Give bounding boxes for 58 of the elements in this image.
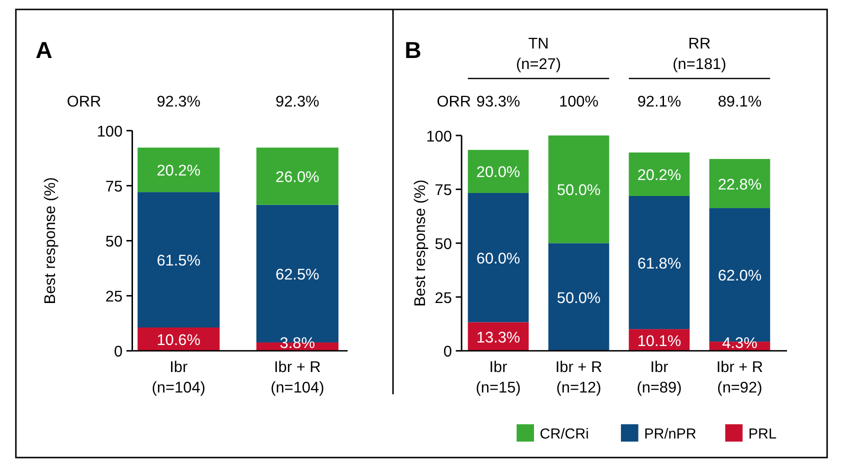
y-tick-label: 0 xyxy=(114,344,123,361)
total-label: 89.1% xyxy=(718,94,762,111)
bar xyxy=(709,158,770,208)
data-label: 20.2% xyxy=(637,167,682,184)
data-label: 60.0% xyxy=(476,250,520,268)
bar xyxy=(256,148,338,205)
chart-title: B xyxy=(404,37,422,64)
y-axis-title: Best response (%) xyxy=(42,177,59,304)
data-label: 13.3% xyxy=(476,329,520,346)
y-tick-label: 75 xyxy=(105,178,123,196)
total-label: 92.1% xyxy=(637,94,682,111)
x-tick-label: Ibr (n=15) xyxy=(476,359,521,396)
data-label: 20.2% xyxy=(156,162,201,180)
data-label: 61.8% xyxy=(637,255,682,272)
y-tick-label: 0 xyxy=(443,344,452,361)
bar xyxy=(548,243,610,351)
text: TN (n=27) xyxy=(516,36,562,73)
total-label: 93.3% xyxy=(476,94,520,111)
y-tick-label: 25 xyxy=(434,290,452,307)
legend-label: PRL xyxy=(748,426,777,443)
y-tick-label: 50 xyxy=(105,234,123,251)
y-tick-label: 75 xyxy=(434,182,452,200)
text: ORR xyxy=(436,94,472,111)
bar xyxy=(628,196,690,330)
bar xyxy=(628,152,690,196)
data-label: 61.5% xyxy=(156,252,201,270)
data-label: 10.1% xyxy=(637,332,682,350)
data-label: 50.0% xyxy=(556,182,601,200)
total-label: 92.3% xyxy=(156,94,201,111)
bar xyxy=(468,150,529,193)
legend-label: CR/CRi xyxy=(540,426,589,443)
y-tick-label: 50 xyxy=(434,236,452,253)
total-label: 100% xyxy=(559,94,599,111)
data-label: 62.5% xyxy=(276,266,320,284)
data-label: 20.0% xyxy=(476,164,520,182)
bar xyxy=(138,192,220,328)
x-tick-label: Ibr + R (n=92) xyxy=(716,359,764,396)
bar xyxy=(468,192,529,322)
x-tick-label: Ibr (n=104) xyxy=(152,359,206,396)
chart-title: A xyxy=(36,37,53,64)
total-label: 92.3% xyxy=(276,94,320,111)
x-tick-label: Ibr + R (n=104) xyxy=(270,359,324,396)
data-label: 22.8% xyxy=(718,176,762,194)
y-tick-label: 100 xyxy=(426,128,452,146)
y-axis-title: Best response (%) xyxy=(412,180,429,307)
data-label: 26.0% xyxy=(276,169,320,186)
text: ORR xyxy=(66,94,102,111)
x-tick-label: Ibr + R (n=12) xyxy=(555,359,602,396)
bar xyxy=(138,148,220,192)
legend-label: PR/nPR xyxy=(644,426,696,443)
text: RR (n=181) xyxy=(672,36,726,73)
bar xyxy=(548,135,610,244)
y-tick-label: 100 xyxy=(96,123,123,140)
x-tick-label: Ibr (n=89) xyxy=(636,359,682,396)
data-label: 10.6% xyxy=(156,332,201,349)
y-tick-label: 25 xyxy=(105,288,123,306)
data-label: 50.0% xyxy=(556,290,601,307)
data-label: 62.0% xyxy=(718,268,762,285)
